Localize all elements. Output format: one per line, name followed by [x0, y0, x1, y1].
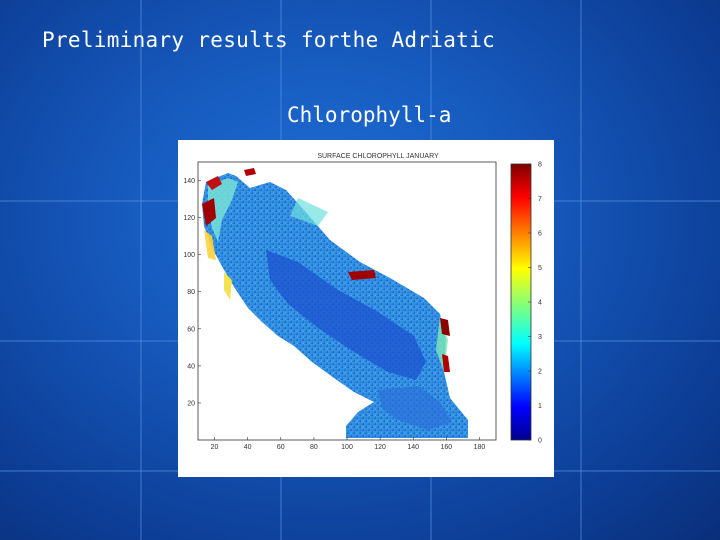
x-axis-ticks: 20 40 60 80 100 120 140 160 180 — [211, 437, 486, 451]
x-tick-label: 20 — [211, 444, 219, 451]
x-tick-label: 160 — [440, 444, 452, 451]
colorbar-tick-label: 5 — [538, 265, 542, 272]
background-grid-line — [580, 0, 582, 540]
slide-title: Preliminary results forthe Adriatic — [42, 28, 496, 52]
colorbar-ticks: 0 1 2 3 4 5 6 7 8 — [528, 162, 542, 445]
y-axis-ticks: 20 40 60 80 100 120 140 — [183, 178, 201, 407]
y-tick-label: 140 — [183, 178, 195, 185]
x-tick-label: 100 — [341, 444, 353, 451]
colorbar-tick-label: 1 — [538, 403, 542, 410]
x-tick-label: 80 — [310, 444, 318, 451]
x-tick-label: 40 — [244, 444, 252, 451]
x-tick-label: 60 — [277, 444, 285, 451]
x-tick-label: 120 — [374, 444, 386, 451]
x-tick-label: 140 — [407, 444, 419, 451]
colorbar-tick-label: 7 — [538, 196, 542, 203]
chart-title: SURFACE CHLOROPHYLL JANUARY — [317, 153, 439, 160]
colorbar-tick-label: 4 — [538, 300, 542, 307]
colorbar-tick-label: 3 — [538, 334, 542, 341]
colorbar-tick-label: 0 — [538, 438, 542, 445]
y-tick-label: 60 — [187, 326, 195, 333]
colorbar-tick-label: 6 — [538, 231, 542, 238]
y-tick-label: 120 — [183, 215, 195, 222]
y-tick-label: 20 — [187, 400, 195, 407]
adriatic-sea-region — [202, 168, 468, 438]
y-tick-label: 100 — [183, 252, 195, 259]
y-tick-label: 80 — [187, 289, 195, 296]
x-tick-label: 180 — [474, 444, 486, 451]
chlorophyll-map-svg: SURFACE CHLOROPHYLL JANUARY 20 40 60 80 1 0 — [183, 153, 542, 451]
background-grid-line — [140, 0, 142, 540]
colorbar-tick-label: 8 — [538, 162, 542, 169]
slide-subtitle: Chlorophyll-a — [287, 103, 452, 127]
y-tick-label: 40 — [187, 363, 195, 370]
chlorophyll-figure: SURFACE CHLOROPHYLL JANUARY 20 40 60 80 1 0 — [178, 140, 554, 477]
colorbar-tick-label: 2 — [538, 369, 542, 376]
